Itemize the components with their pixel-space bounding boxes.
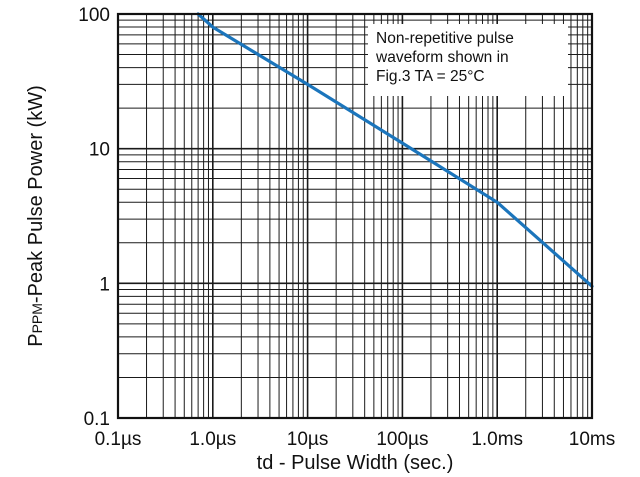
- annotation-line-3: Fig.3 TA = 25°C: [376, 68, 485, 85]
- y-axis-title: PPPM-Peak Pulse Power (kW): [25, 85, 47, 347]
- y-tick-label: 0.1: [84, 409, 110, 430]
- y-tick-labels: 0.1 1 10 100: [78, 5, 110, 430]
- x-tick-label: 10µs: [287, 429, 329, 450]
- series-line: [196, 12, 594, 288]
- x-tick-labels: 0.1µs 1.0µs 10µs 100µs 1.0ms 10ms: [95, 429, 616, 450]
- annotation-line-2: waveform shown in: [375, 49, 509, 66]
- x-axis-title: td - Pulse Width (sec.): [257, 452, 454, 474]
- y-axis-title-subscript: PPM: [29, 303, 45, 333]
- y-axis-title-suffix: -Peak Pulse Power (kW): [25, 85, 47, 303]
- y-tick-label: 10: [89, 140, 110, 161]
- plot-frame: [116, 12, 594, 420]
- x-tick-label: 1.0ms: [471, 429, 523, 450]
- x-tick-label: 0.1µs: [95, 429, 142, 450]
- y-tick-label: 1: [99, 274, 110, 295]
- annotation-line-1: Non-repetitive pulse: [376, 30, 514, 47]
- x-tick-label: 100µs: [376, 429, 428, 450]
- y-axis-title-prefix: P: [25, 333, 47, 346]
- x-tick-label: 1.0µs: [189, 429, 236, 450]
- annotation-background: [368, 24, 568, 96]
- x-tick-label: 10ms: [569, 429, 615, 450]
- annotation-box: Non-repetitive pulse waveform shown in F…: [368, 24, 568, 96]
- grid: [117, 14, 592, 419]
- y-tick-label: 100: [78, 5, 110, 26]
